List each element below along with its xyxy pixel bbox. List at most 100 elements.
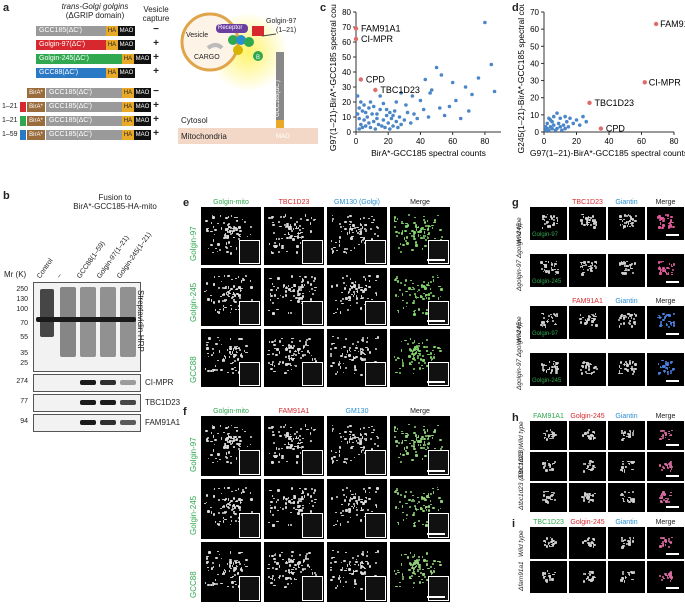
fluorescent-signal — [237, 348, 241, 350]
fluorescent-signal — [621, 580, 623, 583]
fluorescent-signal — [240, 569, 244, 572]
fluorescent-signal — [545, 579, 547, 583]
fluorescent-signal — [331, 424, 333, 426]
fluorescent-signal — [394, 491, 398, 493]
fluorescent-signal — [630, 366, 633, 369]
fluorescent-signal — [406, 342, 410, 346]
fluorescent-signal — [298, 288, 301, 290]
fluorescent-signal — [352, 502, 355, 505]
fluorescent-signal — [271, 494, 274, 497]
fluorescent-signal — [227, 215, 230, 218]
fluorescent-signal — [250, 286, 254, 290]
fluorescent-signal — [363, 357, 366, 361]
fluorescent-signal — [423, 345, 426, 348]
fluorescent-signal — [419, 358, 423, 361]
fluorescent-signal — [542, 464, 545, 466]
fluorescent-signal — [418, 566, 421, 568]
zoom-inset — [427, 576, 449, 601]
fluorescent-signal — [361, 351, 364, 355]
fluorescent-signal — [221, 299, 224, 303]
fluorescent-signal — [291, 555, 294, 557]
mao-tag: MAO — [118, 40, 135, 50]
fluorescent-signal — [550, 541, 553, 543]
fluorescent-signal — [232, 440, 234, 444]
fluorescent-signal — [227, 294, 230, 296]
fluorescent-signal — [375, 225, 378, 228]
fluorescent-signal — [300, 512, 302, 514]
data-point — [357, 106, 362, 110]
fluorescent-signal — [294, 297, 298, 299]
fluorescent-signal — [341, 303, 345, 305]
bira-tag: BirA* — [27, 130, 45, 140]
fluorescent-signal — [618, 325, 620, 328]
data-point — [368, 125, 373, 130]
fluorescent-signal — [411, 283, 415, 285]
fluorescent-signal — [394, 435, 396, 438]
fluorescent-signal — [229, 442, 232, 446]
fluorescent-signal — [212, 239, 215, 242]
micrograph — [569, 306, 606, 339]
scale-bar — [427, 596, 445, 598]
fluorescent-signal — [393, 570, 395, 573]
fluorescent-signal — [371, 298, 374, 301]
fluorescent-signal — [545, 579, 548, 583]
fluorescent-signal — [411, 574, 413, 578]
fluorescent-signal — [375, 279, 377, 281]
fluorescent-signal — [422, 569, 425, 571]
fluorescent-signal — [239, 287, 243, 289]
data-point — [423, 77, 428, 82]
fluorescent-signal — [628, 362, 632, 366]
fluorescent-signal — [300, 232, 304, 234]
fluorescent-signal — [671, 273, 673, 276]
vesicle-capture-result: + — [153, 128, 159, 139]
fluorescent-signal — [338, 433, 342, 435]
fluorescent-signal — [415, 450, 417, 454]
fluorescent-signal — [365, 560, 368, 563]
fluorescent-signal — [302, 345, 305, 349]
fluorescent-signal — [407, 286, 411, 290]
fluorescent-signal — [541, 226, 544, 230]
fluorescent-signal — [289, 436, 293, 438]
fluorescent-signal — [401, 359, 404, 362]
fluorescent-signal — [542, 316, 545, 319]
fluorescent-signal — [233, 510, 235, 512]
fluorescent-signal — [229, 245, 233, 248]
fluorescent-signal — [409, 442, 411, 444]
fluorescent-signal — [354, 365, 356, 367]
fluorescent-signal — [420, 237, 423, 240]
fluorescent-signal — [344, 508, 348, 511]
fluorescent-signal — [285, 222, 289, 225]
fluorescent-signal — [438, 439, 442, 441]
fluorescent-signal — [226, 274, 230, 278]
fluorescent-signal — [592, 494, 595, 498]
fluorescent-signal — [587, 215, 589, 219]
fluorescent-signal — [270, 298, 272, 301]
micrograph — [608, 207, 645, 240]
fluorescent-signal — [555, 369, 559, 373]
fluorescent-signal — [310, 499, 313, 502]
fluorescent-signal — [310, 488, 314, 491]
golgin-construct-bar: Golgin-245(ΔC') — [36, 54, 122, 64]
fluorescent-signal — [402, 363, 404, 367]
fluorescent-signal — [349, 439, 351, 442]
fluorescent-signal — [351, 359, 354, 362]
fluorescent-signal — [362, 502, 365, 506]
fluorescent-signal — [593, 220, 596, 223]
fluorescent-signal — [632, 360, 635, 363]
fluorescent-signal — [628, 541, 632, 544]
genotype-label: Δgolgin-97 Δgolgin-245 — [516, 223, 523, 291]
micrograph — [647, 421, 684, 450]
data-point — [405, 110, 410, 115]
fluorescent-signal — [626, 368, 629, 372]
fluorescent-signal — [550, 262, 552, 264]
fluorescent-signal — [279, 340, 281, 344]
fluorescent-signal — [411, 360, 413, 364]
fluorescent-signal — [271, 555, 275, 558]
fluorescent-signal — [393, 216, 397, 220]
fluorescent-signal — [397, 427, 399, 430]
data-point — [396, 125, 400, 130]
fluorescent-signal — [619, 262, 621, 265]
data-point — [381, 101, 386, 106]
fluorescent-signal — [240, 491, 242, 495]
data-point — [566, 125, 571, 129]
